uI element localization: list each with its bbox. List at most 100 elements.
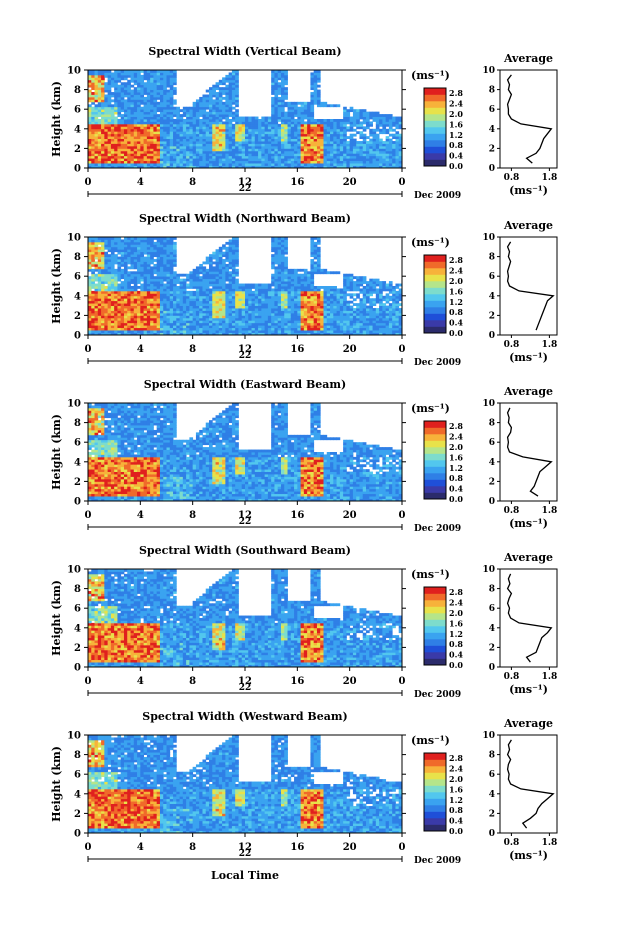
heatmap-cell <box>209 126 213 130</box>
heatmap-cell <box>88 246 92 250</box>
heatmap-cell <box>110 293 115 297</box>
heatmap-cell <box>120 249 125 253</box>
heatmap-cell <box>303 136 308 139</box>
heatmap-cell <box>294 141 298 144</box>
heatmap-cell <box>114 96 118 100</box>
heatmap-cell <box>143 286 148 289</box>
heatmap-cell <box>107 89 112 93</box>
heatmap-cell <box>127 303 131 306</box>
heatmap-cell <box>277 283 282 287</box>
heatmap-cell <box>110 300 115 304</box>
heatmap-cell <box>107 116 112 120</box>
heatmap-cell <box>343 158 347 162</box>
heatmap-cell <box>179 119 184 122</box>
heatmap-cell <box>94 155 99 159</box>
heatmap-cell <box>215 106 220 110</box>
heatmap-cell <box>130 128 135 132</box>
heatmap-cell <box>261 160 266 164</box>
heatmap-cell <box>94 92 99 95</box>
heatmap-cell <box>182 315 187 319</box>
heatmap-cell <box>215 114 220 117</box>
heatmap-cell <box>166 92 171 95</box>
heatmap-cell <box>264 123 269 127</box>
heatmap-cell <box>228 310 233 314</box>
heatmap-cell <box>277 136 282 139</box>
heatmap-cell <box>280 99 285 103</box>
heatmap-cell <box>392 163 396 166</box>
heatmap-cell <box>88 310 92 314</box>
heatmap-cell <box>146 327 151 331</box>
heatmap-cell <box>195 109 200 113</box>
heatmap-cell <box>104 327 109 331</box>
heatmap-cell <box>228 143 233 147</box>
heatmap-cell <box>166 106 171 110</box>
heatmap-cell <box>398 141 403 144</box>
heatmap-cell <box>159 249 164 253</box>
heatmap-cell <box>287 330 292 333</box>
heatmap-cell <box>94 72 99 76</box>
heatmap-cell <box>117 310 122 314</box>
heatmap-cell <box>254 133 259 137</box>
heatmap-cell <box>235 283 239 287</box>
heatmap-cell <box>140 317 144 321</box>
heatmap-cell <box>199 281 203 284</box>
heatmap-cell <box>277 263 282 267</box>
heatmap-cell <box>323 150 328 154</box>
heatmap-cell <box>300 101 305 105</box>
heatmap-cell <box>186 138 190 142</box>
heatmap-cell <box>156 121 161 125</box>
heatmap-cell <box>274 121 279 125</box>
heatmap-cell <box>284 286 288 289</box>
heatmap-cell <box>284 123 288 127</box>
heatmap-cell <box>241 150 246 154</box>
heatmap-cell <box>137 295 141 299</box>
heatmap-cell <box>280 158 285 162</box>
heatmap-cell <box>307 163 311 166</box>
heatmap-cell <box>104 109 109 113</box>
heatmap-cell <box>146 251 151 255</box>
heatmap-cell <box>101 148 105 152</box>
heatmap-cell <box>182 109 187 113</box>
heatmap-cell <box>225 104 230 108</box>
heatmap-cell <box>231 82 236 86</box>
heatmap-cell <box>231 244 236 248</box>
heatmap-cell <box>169 239 174 243</box>
heatmap-cell <box>140 263 144 267</box>
heatmap-cell <box>127 141 131 144</box>
heatmap-cell <box>339 128 344 132</box>
heatmap-cell <box>127 119 131 122</box>
heatmap-cell <box>169 320 174 324</box>
heatmap-cell <box>199 298 203 302</box>
heatmap-cell <box>94 163 99 166</box>
heatmap-cell <box>153 271 158 275</box>
heatmap-cell <box>163 305 167 309</box>
heatmap-cell <box>94 293 99 297</box>
heatmap-cell <box>137 256 141 260</box>
heatmap-cell <box>186 298 190 302</box>
heatmap-cell <box>235 165 239 169</box>
heatmap-cell <box>137 136 141 139</box>
heatmap-cell <box>91 136 95 139</box>
heatmap-cell <box>159 116 164 120</box>
heatmap-cell <box>137 263 141 267</box>
heatmap-cell <box>156 131 161 135</box>
heatmap-cell <box>163 315 167 319</box>
heatmap-cell <box>290 288 295 292</box>
heatmap-cell <box>110 128 115 132</box>
heatmap-cell <box>277 276 282 280</box>
heatmap-cell <box>209 332 213 336</box>
heatmap-cell <box>212 131 216 135</box>
heatmap-cell <box>150 298 154 302</box>
heatmap-cell <box>222 263 226 267</box>
heatmap-cell <box>153 332 158 336</box>
heatmap-cell <box>101 300 105 304</box>
heatmap-cell <box>258 150 262 154</box>
heatmap-cell <box>303 106 308 110</box>
heatmap-cell <box>277 320 282 324</box>
heatmap-cell <box>192 315 197 319</box>
heatmap-cell <box>343 128 347 132</box>
heatmap-cell <box>150 303 154 306</box>
heatmap-cell <box>297 165 301 169</box>
heatmap-cell <box>320 153 324 157</box>
heatmap-cell <box>173 136 177 139</box>
